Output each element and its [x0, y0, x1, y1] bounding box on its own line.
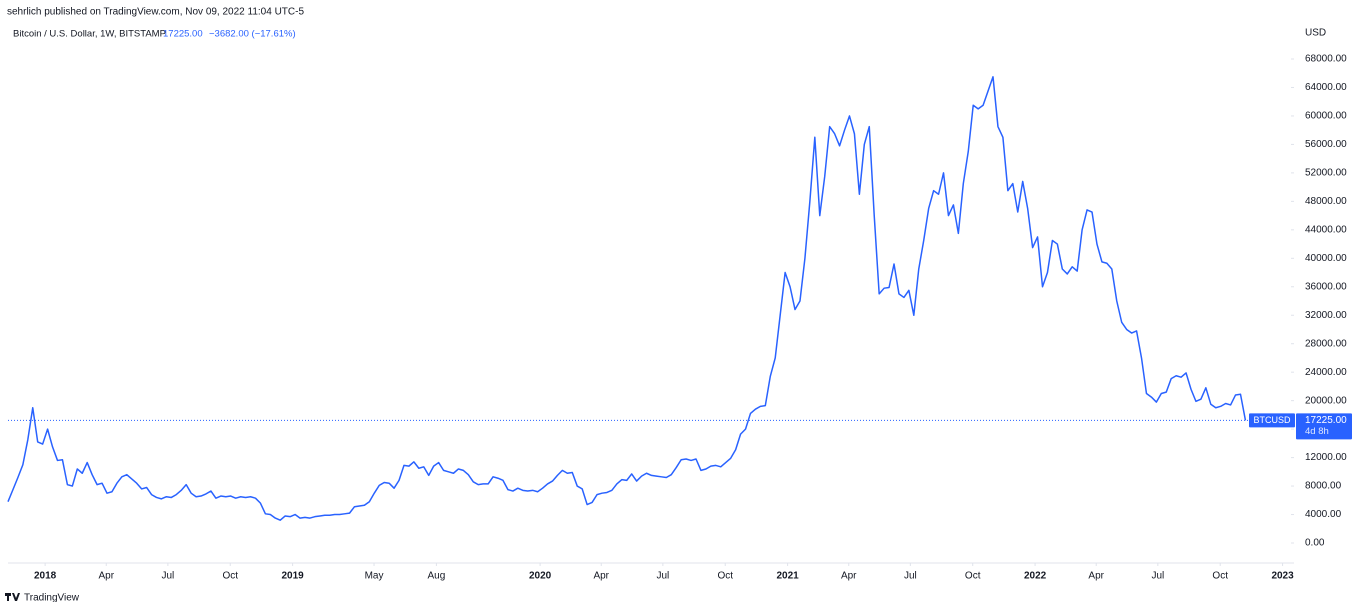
brand-logo: [5, 593, 20, 601]
x-tick-label: Apr: [1088, 571, 1104, 582]
price-tag: 17225.00: [1305, 415, 1347, 426]
brand: TradingView: [24, 593, 80, 602]
x-tick-label: Apr: [98, 571, 114, 582]
y-tick-label: 40000.00: [1305, 253, 1347, 264]
currency-label: USD: [1305, 28, 1326, 39]
x-tick-label: May: [365, 571, 384, 582]
x-tick-label: 2021: [776, 571, 799, 582]
x-tick-label: Apr: [841, 571, 857, 582]
y-tick-label: 60000.00: [1305, 111, 1347, 122]
price-line: [7, 76, 1247, 521]
x-tick-label: Oct: [222, 571, 238, 582]
y-tick-label: 64000.00: [1305, 82, 1347, 93]
x-tick-label: 2020: [529, 571, 552, 582]
y-tick-label: 20000.00: [1305, 395, 1347, 406]
x-tick-label: Jul: [656, 571, 669, 582]
attribution: sehrlich published on TradingView.com, N…: [7, 7, 304, 18]
y-tick-label: 32000.00: [1305, 310, 1347, 321]
x-tick-label: 2023: [1271, 571, 1294, 582]
x-tick-label: Aug: [428, 571, 446, 582]
price-tag-bg: [1296, 413, 1352, 440]
price-change: −3682.00 (−17.61%): [209, 29, 296, 40]
y-tick-label: 48000.00: [1305, 196, 1347, 207]
x-tick-label: Apr: [593, 571, 609, 582]
symbol-tag: BTCUSD: [1253, 415, 1291, 425]
y-tick-label: 52000.00: [1305, 168, 1347, 179]
y-tick-label: 44000.00: [1305, 224, 1347, 235]
y-tick-label: 8000.00: [1305, 481, 1342, 492]
y-tick-label: 36000.00: [1305, 281, 1347, 292]
x-tick-label: Oct: [965, 571, 981, 582]
y-tick-label: 56000.00: [1305, 139, 1347, 150]
x-tick-label: 2018: [34, 571, 57, 582]
x-tick-label: Jul: [904, 571, 917, 582]
x-tick-label: Oct: [717, 571, 733, 582]
x-tick-label: Oct: [1212, 571, 1228, 582]
symbol-legend: Bitcoin / U.S. Dollar, 1W, BITSTAMP: [13, 29, 166, 40]
y-tick-label: 0.00: [1305, 538, 1325, 549]
x-tick-label: 2019: [281, 571, 304, 582]
symbol-tag-bg: [1249, 413, 1295, 428]
y-tick-label: 24000.00: [1305, 367, 1347, 378]
x-tick-label: 2022: [1024, 571, 1047, 582]
y-tick-label: 28000.00: [1305, 338, 1347, 349]
x-tick-label: Jul: [161, 571, 174, 582]
x-tick-label: Jul: [1151, 571, 1164, 582]
y-tick-label: 4000.00: [1305, 509, 1342, 520]
y-tick-label: 12000.00: [1305, 452, 1347, 463]
last-price: 17225.00: [163, 29, 203, 40]
countdown: 4d 8h: [1305, 426, 1329, 437]
y-tick-label: 68000.00: [1305, 54, 1347, 65]
